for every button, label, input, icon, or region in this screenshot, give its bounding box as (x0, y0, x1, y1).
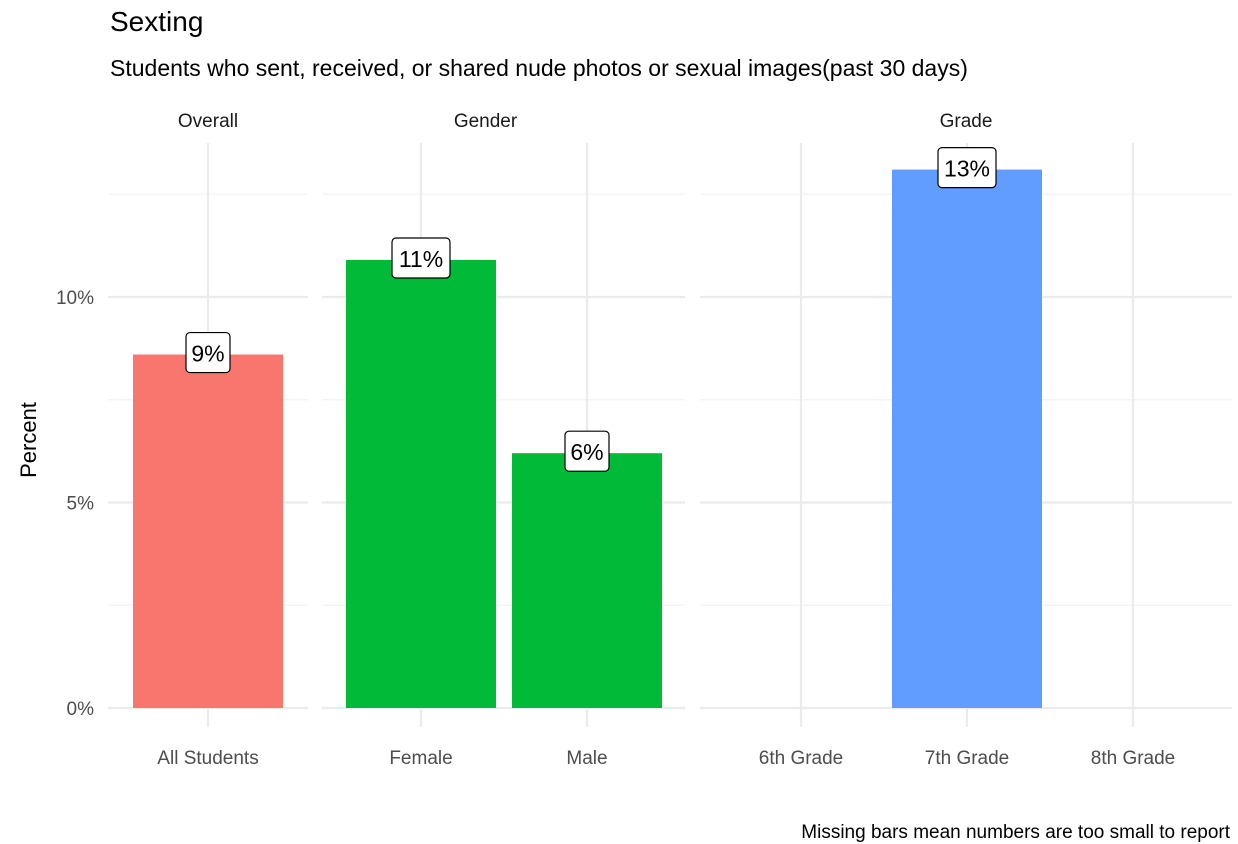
data-label: 9% (191, 341, 224, 367)
data-label-box (185, 331, 231, 374)
x-tick-label: Male (566, 748, 607, 769)
bar-female (346, 260, 496, 708)
x-tick-label: 8th Grade (1091, 748, 1176, 769)
chart-caption: Missing bars mean numbers are too small … (801, 822, 1230, 843)
facet-label-gender: Gender (454, 111, 518, 132)
x-tick-label: Female (389, 748, 452, 769)
bar-male (512, 453, 662, 708)
data-label: 6% (570, 439, 603, 465)
data-label-box (564, 430, 610, 472)
chart-subtitle: Students who sent, received, or shared n… (110, 55, 968, 81)
bar-7th-grade (892, 169, 1042, 709)
y-axis: 0% 5% 10% (56, 288, 94, 720)
data-label-box (391, 237, 451, 279)
panels: Overall 9% All Students Gender 11% 6% Female Ma… (108, 111, 1232, 769)
panel-grade: Grade 13% 6th Grade 7th Grade 8th Grade (700, 111, 1232, 769)
panel-overall: Overall 9% All Students (108, 111, 308, 769)
y-tick-label: 5% (67, 494, 95, 515)
data-label: 11% (399, 246, 443, 272)
data-label-box (937, 146, 997, 189)
chart-title: Sexting (110, 6, 203, 37)
x-tick-label: 7th Grade (925, 748, 1010, 769)
y-axis-label: Percent (16, 402, 41, 478)
facet-label-grade: Grade (940, 111, 993, 132)
panel-gender: Gender 11% 6% Female Male (322, 111, 685, 769)
bar-all-students (133, 354, 283, 708)
y-tick-label: 0% (67, 699, 95, 720)
facet-label-overall: Overall (178, 111, 238, 132)
data-label: 13% (944, 156, 990, 182)
x-tick-label: 6th Grade (759, 748, 844, 769)
x-tick-label: All Students (157, 748, 258, 769)
y-tick-label: 10% (56, 288, 94, 309)
